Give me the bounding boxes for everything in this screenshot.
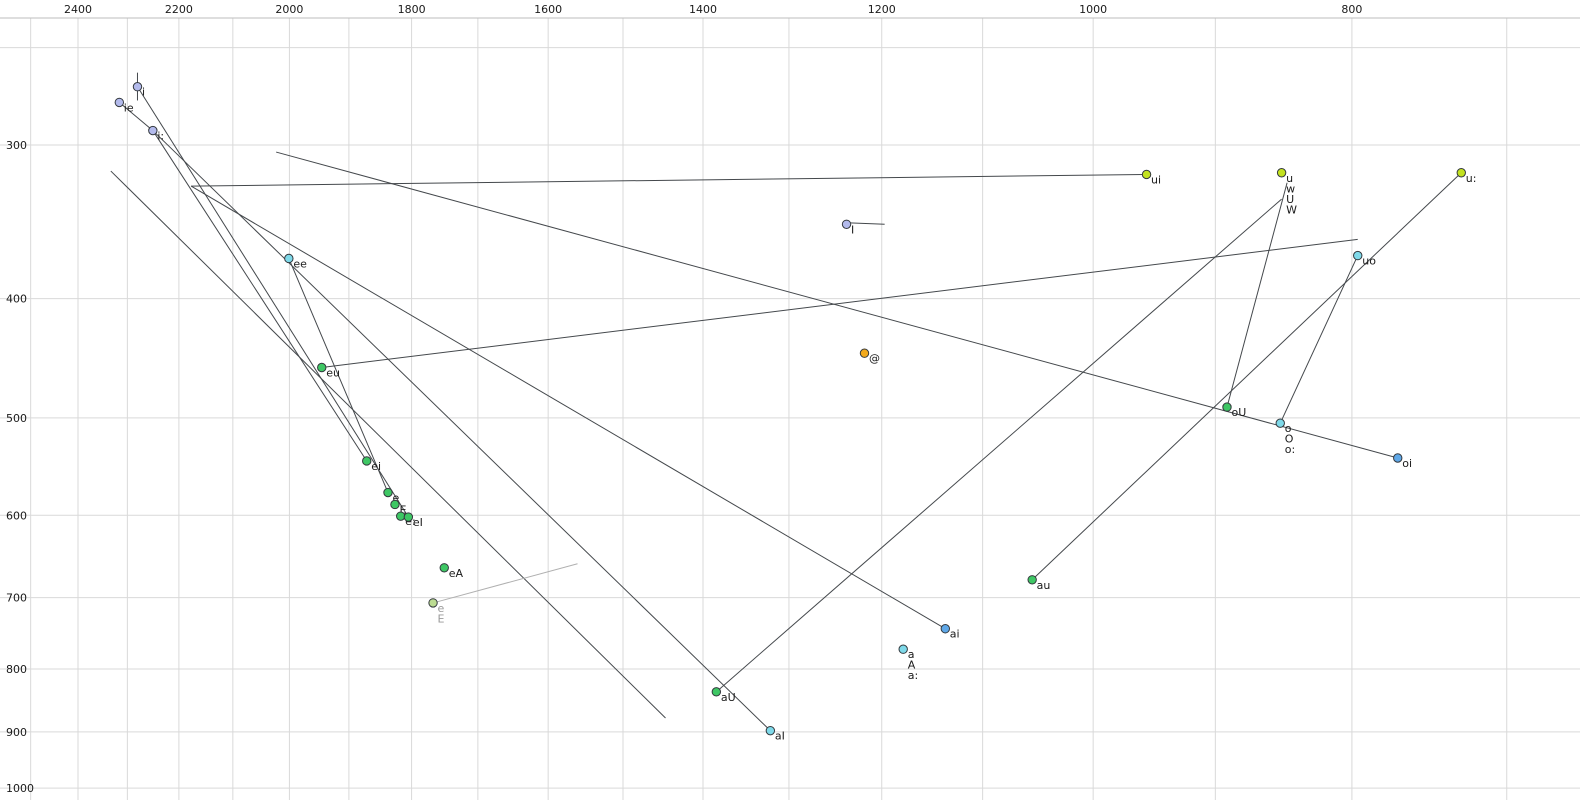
point-label: o: [1285, 443, 1295, 456]
trajectory-line-oi-trajectory [276, 151, 1398, 459]
data-point-uo[interactable] [1353, 250, 1363, 261]
point-label: a: [908, 669, 918, 682]
data-point-u[interactable] [1276, 168, 1287, 178]
data-point-aU[interactable] [711, 687, 722, 697]
point-label: ui [1151, 173, 1161, 186]
point-label: i [142, 86, 145, 99]
data-point-I[interactable] [841, 219, 852, 229]
y-tick-label: 400 [6, 293, 27, 306]
trajectory-line-ui-trajectory [191, 173, 1147, 187]
point-label: ie [124, 101, 134, 114]
point-label: oi [1402, 457, 1412, 470]
trajectory-line-ie-connector [118, 102, 154, 131]
data-point-eu[interactable] [317, 362, 327, 373]
point-label: e [438, 602, 445, 615]
data-point-ee[interactable] [284, 253, 294, 264]
trajectory-line-oU-trajectory [1226, 182, 1288, 408]
point-label: u [1286, 172, 1293, 185]
trajectory-line-I-tick [846, 222, 885, 225]
y-tick-label: 300 [6, 139, 27, 152]
trajectory-line-uo-trajectory [1279, 255, 1359, 424]
y-tick-label: 700 [6, 592, 27, 605]
point-label: i: [157, 130, 164, 143]
point-label: I [851, 223, 854, 236]
point-label: au [1037, 579, 1051, 592]
trajectory-line-eI-trajectory [137, 86, 409, 518]
x-tick-label: 1200 [868, 3, 896, 16]
point-label: e: [405, 515, 415, 528]
trajectory-line-muted-trajectory [432, 563, 578, 604]
x-tick-label: 1800 [398, 3, 426, 16]
x-tick-label: 1400 [689, 3, 717, 16]
data-point-a[interactable] [898, 644, 908, 654]
x-tick-label: 2400 [64, 3, 92, 16]
point-label: aU [721, 691, 736, 704]
data-point-oi[interactable] [1393, 453, 1403, 463]
trajectory-line-au-trajectory [1031, 172, 1462, 581]
point-label: u: [1466, 172, 1477, 185]
point-label: eA [449, 567, 464, 580]
data-point-eI[interactable] [403, 512, 414, 522]
data-point-au[interactable] [1027, 575, 1037, 585]
trajectory-line-left-long-trajectory [110, 170, 666, 719]
x-tick-label: 800 [1341, 3, 1362, 16]
data-point-e[interactable] [428, 598, 438, 608]
point-label: oU [1231, 406, 1246, 419]
point-label: ee [293, 257, 307, 270]
data-point-oU[interactable] [1222, 402, 1232, 412]
point-label: E [399, 503, 406, 516]
x-tick-label: 1600 [534, 3, 562, 16]
data-point-@[interactable] [859, 348, 870, 358]
x-tick-label: 1000 [1079, 3, 1107, 16]
point-label: @ [869, 352, 880, 365]
data-point-E[interactable] [390, 499, 400, 510]
trajectory-line-ee-trajectory [288, 258, 389, 493]
data-point-ui[interactable] [1141, 169, 1152, 180]
point-label: uo [1362, 255, 1376, 268]
trajectory-line-aU-trajectory [716, 198, 1282, 693]
point-label: ei [371, 460, 381, 473]
y-tick-label: 500 [6, 412, 27, 425]
x-tick-label: 2000 [275, 3, 303, 16]
x-tick-label: 2200 [165, 3, 193, 16]
point-label: eu [326, 366, 340, 379]
data-point-i[interactable] [132, 82, 143, 92]
point-label: a [908, 648, 915, 661]
data-point-e[interactable] [383, 487, 393, 498]
y-tick-label: 800 [6, 663, 27, 676]
data-point-e[interactable] [395, 511, 406, 521]
point-label: e [392, 492, 399, 505]
point-label: W [1286, 203, 1297, 216]
data-point-i[interactable] [148, 125, 158, 136]
point-label: aI [775, 730, 785, 743]
y-tick-label: 600 [6, 509, 27, 522]
data-point-ei[interactable] [362, 456, 372, 466]
data-point-eA[interactable] [439, 563, 449, 573]
point-label: w [1286, 182, 1295, 195]
point-label: O [1285, 433, 1294, 446]
point-label: ai [950, 628, 960, 641]
point-label: eI [413, 516, 423, 529]
data-point-ai[interactable] [940, 624, 951, 634]
point-label: o [1285, 422, 1292, 435]
trajectory-line-eu-trajectory [321, 238, 1358, 368]
trajectory-line-ai-trajectory [190, 185, 946, 630]
data-point-o[interactable] [1275, 418, 1285, 428]
point-label: U [1286, 193, 1294, 206]
y-tick-label: 900 [6, 726, 27, 739]
data-point-aI[interactable] [765, 725, 776, 736]
trajectory-line-ei-trajectory [152, 130, 368, 462]
data-point-ie[interactable] [114, 97, 125, 108]
point-label: A [908, 659, 916, 672]
y-tick-label: 1000 [6, 782, 34, 795]
trajectory-line-aI-trajectory [152, 130, 771, 732]
data-point-u[interactable] [1456, 168, 1466, 178]
point-label: E [438, 612, 445, 625]
